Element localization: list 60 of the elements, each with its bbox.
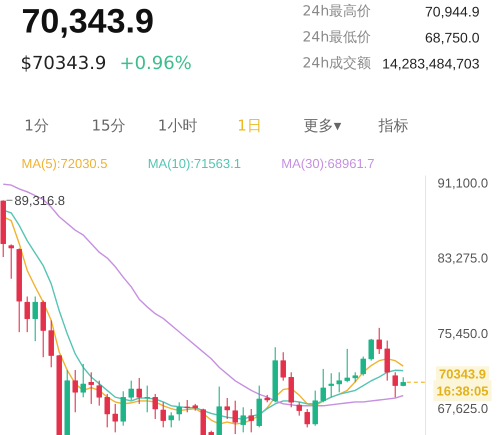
candlestick — [72, 369, 78, 413]
text: 更多▾ — [304, 116, 342, 134]
candlestick — [312, 390, 318, 426]
text: MA(30):68961.7 — [281, 156, 375, 171]
candlestick — [8, 244, 14, 280]
text: MA(5):72030.5 — [22, 156, 108, 171]
candlestick — [136, 377, 142, 404]
candlestick — [280, 352, 286, 382]
text: 14,283,484,703 — [382, 56, 480, 72]
text: 68,750.0 — [425, 30, 480, 46]
candlestick — [344, 348, 350, 383]
text: 24h成交额 — [302, 56, 372, 72]
candlestick — [160, 402, 166, 428]
text: +0.96% — [120, 53, 192, 74]
text: 15分 — [91, 116, 126, 134]
candlestick — [360, 356, 366, 376]
candlestick — [376, 327, 382, 354]
text: 指标 — [378, 116, 408, 134]
candlestick — [32, 296, 38, 342]
candlestick — [232, 400, 238, 435]
chart-title: 70,343.9 — [22, 2, 154, 40]
candlestick — [248, 408, 254, 433]
text: 24h最高价 — [302, 4, 372, 20]
y-tick-label: 83,275.0 — [438, 250, 488, 266]
candlestick — [128, 380, 134, 401]
candlestick — [336, 372, 342, 393]
candlestick — [328, 372, 334, 398]
candlestick — [296, 402, 302, 416]
candlestick — [104, 393, 110, 428]
text: 1分 — [24, 116, 49, 134]
text: 1小时 — [158, 116, 198, 134]
candlestick — [80, 363, 86, 398]
candlestick — [24, 296, 30, 333]
text: 70,944.9 — [425, 4, 480, 20]
text: $70343.9 — [20, 53, 106, 74]
candlestick — [112, 403, 118, 433]
candlestick — [384, 340, 390, 382]
candlestick — [88, 372, 94, 404]
candlestick — [96, 380, 102, 406]
text: MA(10):71563.1 — [148, 156, 241, 171]
y-tick-label: 67,625.0 — [438, 400, 488, 416]
candlestick — [176, 402, 182, 422]
candlestick — [224, 397, 230, 420]
text: 24h最低价 — [302, 30, 372, 46]
candlestick — [352, 372, 358, 383]
candlestick — [184, 399, 190, 413]
ref-line-label: 70343.9 16:38:05 — [436, 366, 489, 398]
candlestick — [392, 372, 398, 398]
text: 1日 — [237, 116, 262, 134]
candlestick — [152, 393, 158, 420]
candlestick — [320, 368, 326, 403]
candlestick — [304, 408, 310, 428]
candlestick — [144, 385, 150, 413]
candlestick — [120, 390, 126, 426]
candlestick — [240, 406, 246, 433]
candlestick — [168, 412, 174, 428]
y-tick-label: 91,100.0 — [438, 176, 488, 191]
y-tick-label: 75,450.0 — [438, 326, 488, 341]
candlestick — [368, 338, 374, 362]
candlestick — [400, 376, 406, 387]
